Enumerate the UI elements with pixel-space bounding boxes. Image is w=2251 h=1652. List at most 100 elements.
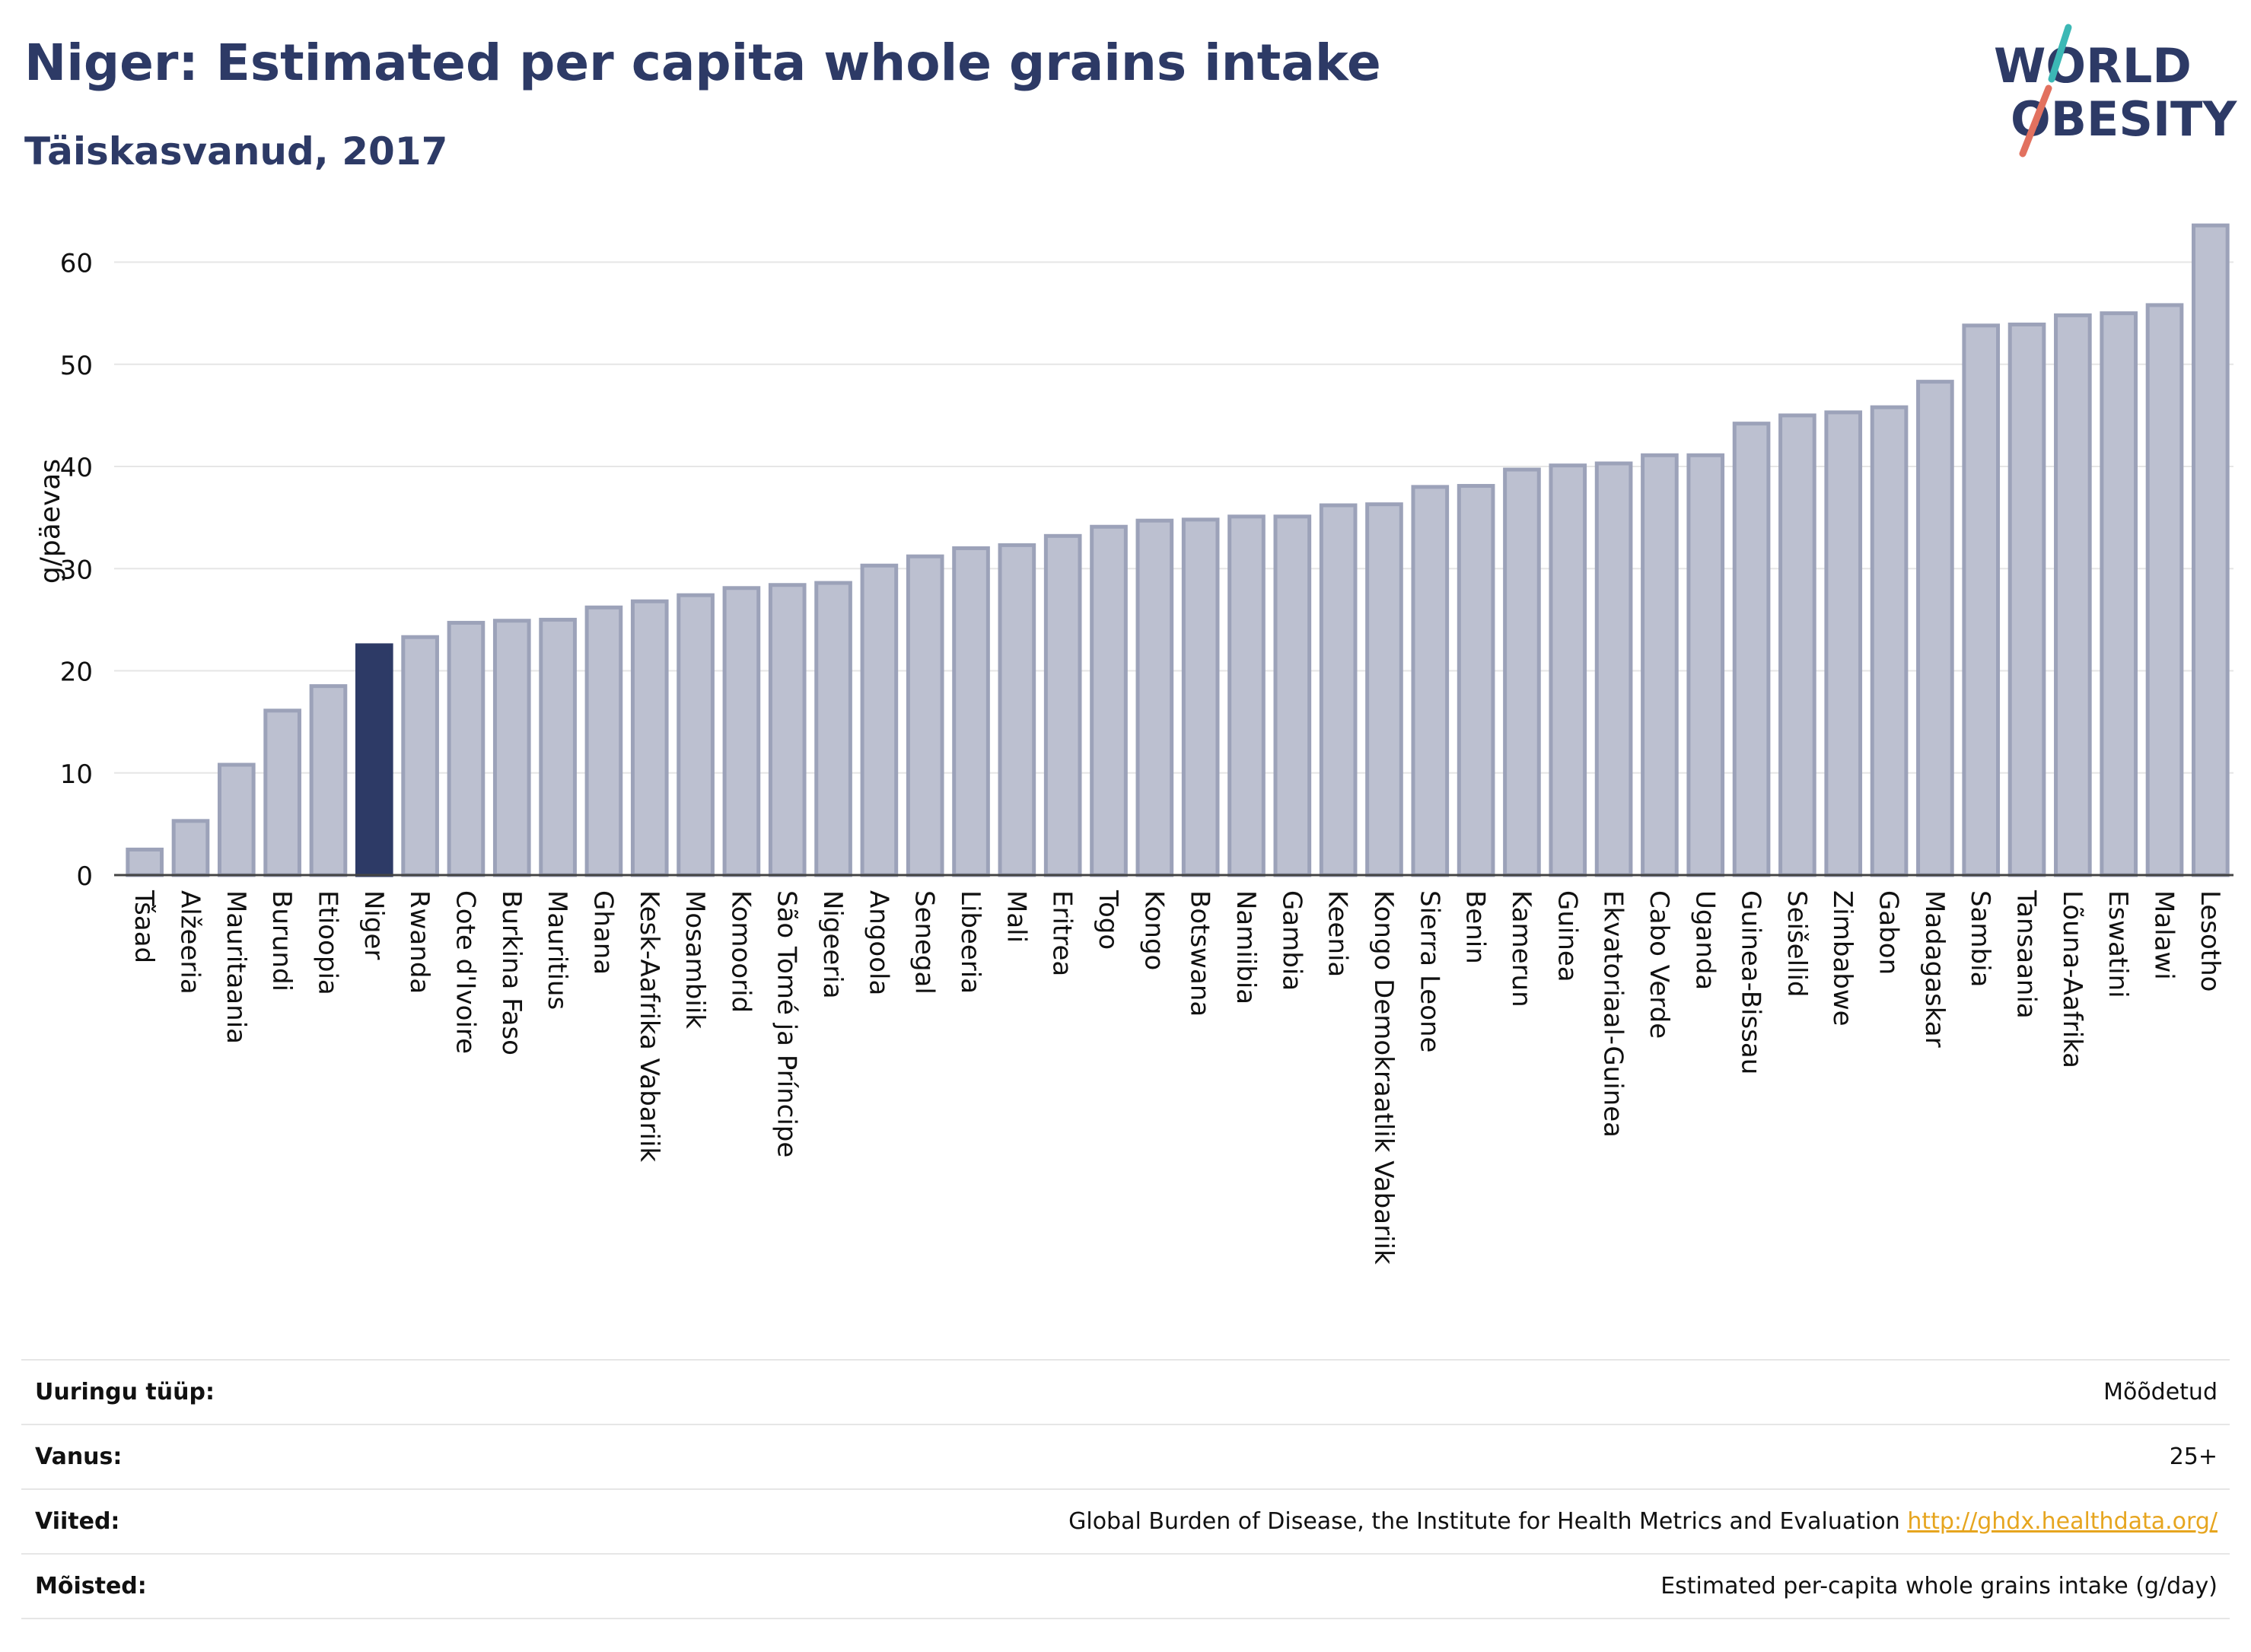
meta-label: Uuringu tüüp:: [35, 1379, 215, 1405]
y-tick-label: 20: [60, 657, 93, 688]
x-tick-label: Gabon: [1874, 890, 1904, 975]
meta-label: Mõisted:: [35, 1573, 147, 1599]
meta-row: Mõisted: Estimated per-capita whole grain…: [21, 1553, 2230, 1619]
x-tick-label: Seišellid: [1781, 890, 1812, 998]
y-axis-tick-labels: 0 10 20 30 40 50 60: [60, 249, 93, 892]
x-tick-label: São Tomé ja Príncipe: [772, 890, 802, 1157]
bar-25: [1273, 514, 1312, 877]
y-tick-label: 60: [60, 249, 93, 279]
bar-15: [814, 581, 852, 877]
metadata-table: Uuringu tüüp: Mõõdetud Vanus: 25+ Viited: Glo…: [21, 1359, 2230, 1619]
meta-value-text: 25+: [2169, 1444, 2218, 1470]
bar-1: [171, 819, 210, 877]
x-tick-label: Ghana: [587, 890, 618, 975]
x-tick-label: Cabo Verde: [1644, 890, 1674, 1039]
x-tick-label: Kesk-Aafrika Vabariik: [634, 890, 664, 1162]
x-tick-label: Guinea: [1552, 890, 1582, 982]
bar-34: [1686, 453, 1725, 877]
meta-value: Estimated per-capita whole grains intake…: [1660, 1573, 2218, 1599]
x-tick-label: Benin: [1460, 890, 1491, 964]
meta-row: Uuringu tüüp: Mõõdetud: [21, 1359, 2230, 1424]
bar-0: [126, 847, 164, 877]
bar-39: [1916, 380, 1954, 877]
bar-6: [401, 635, 439, 877]
bar-38: [1870, 405, 1909, 877]
x-tick-label: Alžeeria: [174, 890, 205, 995]
bar-23: [1181, 517, 1220, 877]
bar-21: [1090, 524, 1128, 877]
logo-slash-coral: [2019, 84, 2052, 158]
x-tick-label: Eswatini: [2103, 890, 2133, 998]
y-tick-label: 40: [60, 453, 93, 483]
x-tick-label: Cote d'Ivoire: [450, 890, 480, 1054]
bar-33: [1641, 453, 1679, 877]
x-tick-label: Mali: [1001, 890, 1031, 943]
meta-label: Viited:: [35, 1508, 120, 1535]
chart-title: Niger: Estimated per capita whole grains…: [24, 33, 1381, 92]
y-tick-label: 30: [60, 555, 93, 585]
x-tick-label: Gambia: [1276, 890, 1307, 991]
bar-18: [952, 546, 990, 877]
meta-value: 25+: [2170, 1444, 2218, 1470]
meta-value-text: Global Burden of Disease, the Institute …: [1068, 1508, 1900, 1535]
bar-17: [906, 554, 944, 877]
x-tick-label: Burkina Faso: [496, 890, 527, 1055]
bars: [126, 223, 2230, 877]
bar-14: [768, 583, 807, 877]
meta-value: Global Burden of Disease, the Institute …: [1068, 1508, 2218, 1535]
bar-22: [1135, 518, 1174, 877]
bar-10: [584, 605, 623, 877]
x-tick-label: Eritrea: [1047, 890, 1078, 976]
bar-41: [2007, 322, 2046, 877]
x-tick-label: Sierra Leone: [1414, 890, 1444, 1052]
meta-value-text: Estimated per-capita whole grains intake…: [1660, 1573, 2218, 1599]
bar-43: [2100, 311, 2138, 877]
bar-37: [1824, 410, 1863, 877]
meta-value-text: Mõõdetud: [2103, 1379, 2218, 1405]
x-tick-label: Lesotho: [2195, 890, 2225, 992]
meta-row: Viited: Global Burden of Disease, the Ins…: [21, 1488, 2230, 1553]
x-tick-label: Tansaania: [2011, 890, 2042, 1019]
bar-28: [1411, 485, 1450, 877]
x-tick-label: Keenia: [1323, 890, 1353, 977]
bar-13: [722, 586, 761, 877]
bar-7: [447, 620, 486, 877]
x-tick-label: Mauritius: [542, 890, 572, 1010]
x-tick-label: Sambia: [1965, 890, 1995, 987]
x-axis-tick-labels: Tšaad Alžeeria Mauritaania Burundi Etioopia N…: [129, 890, 2225, 1265]
x-tick-label: Malawi: [2149, 890, 2179, 980]
bar-42: [2054, 313, 2092, 877]
x-tick-label: Togo: [1093, 890, 1123, 950]
meta-label: Vanus:: [35, 1444, 123, 1470]
bar-30: [1503, 467, 1541, 877]
bar-31: [1549, 463, 1587, 877]
x-tick-label: Zimbabwe: [1827, 890, 1858, 1027]
x-tick-label: Libeeria: [955, 890, 985, 994]
bar-11: [630, 599, 669, 877]
meta-value: Mõõdetud: [2103, 1379, 2218, 1405]
logo-text-line1: WORLD: [1994, 38, 2192, 94]
x-tick-label: Mosambiik: [680, 890, 710, 1029]
x-tick-label: Botswana: [1185, 890, 1215, 1017]
y-tick-label: 0: [76, 861, 93, 892]
y-tick-label: 10: [60, 759, 93, 790]
x-tick-label: Niger: [358, 890, 389, 960]
x-tick-label: Nigeeria: [817, 890, 848, 999]
y-axis-label: g/päevas: [35, 459, 66, 584]
source-link[interactable]: http://ghdx.healthdata.org/: [1907, 1508, 2218, 1535]
logo-slash-teal: [2048, 24, 2072, 83]
x-tick-label: Rwanda: [404, 890, 435, 994]
x-tick-label: Guinea-Bissau: [1736, 890, 1766, 1074]
bar-4: [309, 684, 348, 877]
bar-35: [1732, 422, 1771, 877]
bar-40: [1962, 323, 2001, 877]
bar-27: [1365, 502, 1403, 877]
bar-32: [1594, 461, 1633, 877]
bar-19: [998, 543, 1036, 877]
bar-chart: 0 10 20 30 40 50 60 Tšaad Alžeeria Mauritaania Bu…: [35, 223, 2233, 1265]
x-tick-label: Ekvatoriaal-Guinea: [1598, 890, 1629, 1138]
bar-3: [263, 708, 301, 877]
bar-16: [860, 563, 899, 877]
chart-subtitle: Täiskasvanud, 2017: [24, 129, 448, 173]
bar-12: [677, 593, 715, 877]
